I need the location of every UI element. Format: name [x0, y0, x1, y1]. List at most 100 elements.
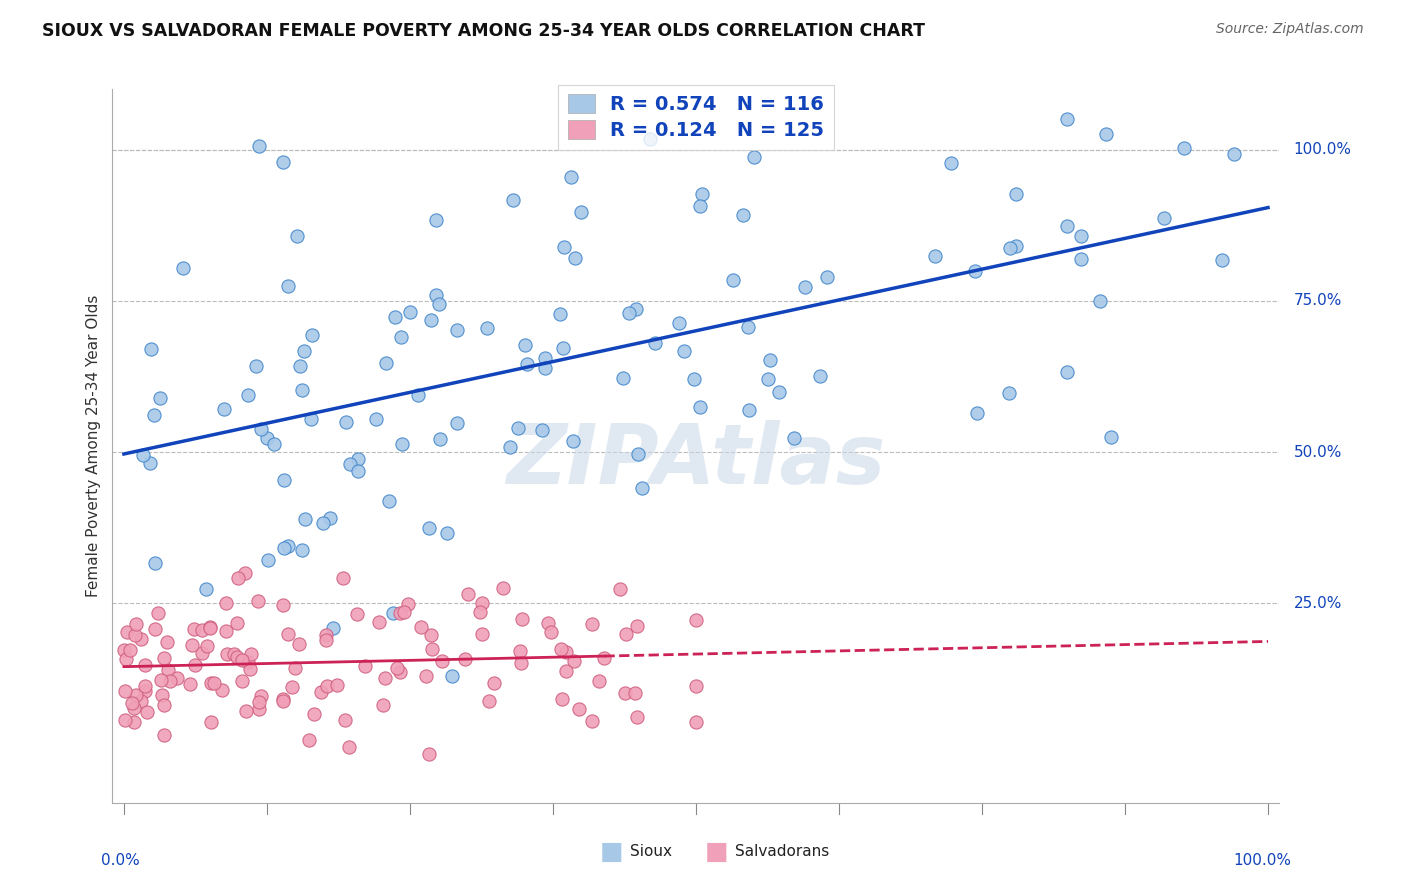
- Point: [471, 626, 494, 640]
- Point: [215, 648, 238, 662]
- Point: [191, 646, 214, 660]
- Point: [277, 539, 299, 553]
- Point: [420, 641, 443, 656]
- Point: [533, 351, 555, 366]
- Point: [510, 612, 533, 626]
- Point: [134, 684, 156, 698]
- Point: [627, 448, 650, 462]
- Point: [346, 607, 368, 621]
- Point: [1056, 365, 1078, 379]
- Point: [477, 321, 499, 335]
- Point: [125, 616, 148, 631]
- Point: [396, 597, 419, 611]
- Text: ■: ■: [600, 840, 623, 863]
- Point: [1094, 127, 1116, 141]
- Point: [335, 415, 357, 429]
- Point: [235, 704, 257, 718]
- Point: [644, 335, 666, 350]
- Point: [125, 688, 148, 702]
- Point: [759, 352, 782, 367]
- Text: Source: ZipAtlas.com: Source: ZipAtlas.com: [1216, 22, 1364, 37]
- Point: [593, 651, 616, 665]
- Point: [502, 194, 524, 208]
- Point: [446, 323, 468, 337]
- Point: [513, 338, 536, 352]
- Point: [457, 587, 479, 601]
- Point: [626, 618, 648, 632]
- Point: [277, 627, 299, 641]
- Point: [368, 615, 391, 629]
- Point: [371, 698, 394, 712]
- Point: [271, 694, 294, 708]
- Legend: R = 0.574   N = 116, R = 0.124   N = 125: R = 0.574 N = 116, R = 0.124 N = 125: [558, 85, 834, 150]
- Point: [315, 628, 337, 642]
- Point: [939, 155, 962, 169]
- Point: [347, 464, 370, 478]
- Point: [212, 402, 235, 417]
- Point: [143, 556, 166, 570]
- Point: [1088, 293, 1111, 308]
- Point: [139, 456, 162, 470]
- Point: [233, 566, 256, 580]
- Point: [134, 679, 156, 693]
- Point: [322, 621, 344, 635]
- Point: [624, 302, 647, 317]
- Point: [609, 582, 631, 596]
- Point: [446, 417, 468, 431]
- Point: [509, 644, 531, 658]
- Point: [492, 581, 515, 595]
- Text: ZIPAtlas: ZIPAtlas: [506, 420, 886, 500]
- Point: [415, 669, 437, 683]
- Point: [672, 343, 695, 358]
- Point: [478, 694, 501, 708]
- Point: [685, 679, 707, 693]
- Point: [738, 403, 761, 417]
- Point: [668, 316, 690, 330]
- Point: [315, 632, 337, 647]
- Point: [533, 360, 555, 375]
- Point: [157, 663, 180, 677]
- Point: [318, 511, 340, 525]
- Text: 25.0%: 25.0%: [1294, 596, 1341, 611]
- Point: [225, 649, 247, 664]
- Point: [247, 138, 270, 153]
- Point: [581, 617, 603, 632]
- Point: [468, 605, 491, 619]
- Point: [257, 553, 280, 567]
- Point: [561, 434, 583, 448]
- Point: [200, 714, 222, 729]
- Point: [346, 452, 368, 467]
- Point: [283, 661, 305, 675]
- Point: [335, 713, 357, 727]
- Point: [120, 642, 142, 657]
- Point: [562, 654, 585, 668]
- Point: [418, 747, 440, 762]
- Point: [364, 411, 387, 425]
- Point: [121, 696, 143, 710]
- Point: [202, 676, 225, 690]
- Point: [122, 700, 145, 714]
- Point: [768, 385, 790, 400]
- Point: [222, 647, 245, 661]
- Point: [228, 571, 250, 585]
- Point: [540, 625, 562, 640]
- Point: [436, 526, 458, 541]
- Point: [332, 571, 354, 585]
- Point: [315, 679, 337, 693]
- Point: [1153, 211, 1175, 225]
- Point: [273, 154, 295, 169]
- Point: [312, 516, 335, 530]
- Point: [553, 239, 575, 253]
- Point: [122, 714, 145, 729]
- Point: [298, 732, 321, 747]
- Point: [263, 437, 285, 451]
- Point: [256, 431, 278, 445]
- Point: [374, 671, 396, 685]
- Point: [273, 692, 295, 706]
- Text: Sioux: Sioux: [630, 845, 672, 859]
- Point: [631, 481, 654, 495]
- Point: [510, 657, 533, 671]
- Point: [339, 739, 361, 754]
- Point: [150, 688, 173, 702]
- Point: [1211, 252, 1233, 267]
